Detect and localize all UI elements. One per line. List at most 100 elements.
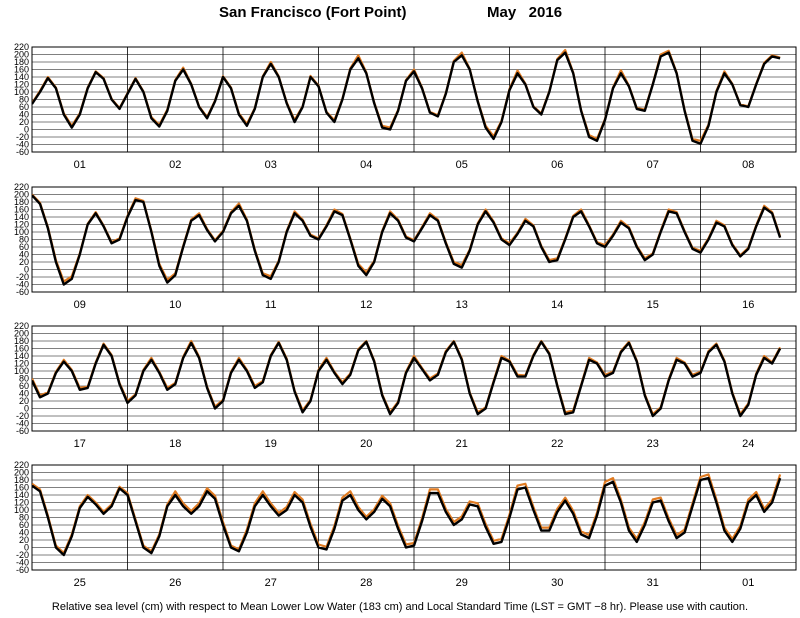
- y-tick-label: 100: [14, 87, 29, 97]
- y-tick-label: 220: [14, 460, 29, 470]
- y-tick-label: -40: [16, 419, 29, 429]
- y-tick-label: -20: [16, 550, 29, 560]
- y-tick-label: 160: [14, 205, 29, 215]
- y-tick-label: 0: [24, 404, 29, 414]
- footnote: Relative sea level (cm) with respect to …: [51, 601, 749, 613]
- day-label: 31: [647, 577, 659, 589]
- series-observed-line: [32, 194, 782, 286]
- y-tick-label: 40: [19, 389, 29, 399]
- y-tick-label: 220: [14, 182, 29, 192]
- day-label: 23: [647, 438, 659, 450]
- y-tick-label: -40: [16, 140, 29, 150]
- y-tick-label: 160: [14, 65, 29, 75]
- y-tick-label: 60: [19, 520, 29, 530]
- y-tick-label: 100: [14, 227, 29, 237]
- y-tick-label: 60: [19, 102, 29, 112]
- day-label: 27: [265, 577, 277, 589]
- day-label: 26: [169, 577, 181, 589]
- y-tick-label: 20: [19, 117, 29, 127]
- day-label: 10: [169, 299, 181, 311]
- y-tick-label: -40: [16, 280, 29, 290]
- y-tick-label: -20: [16, 132, 29, 142]
- day-label: 12: [360, 299, 372, 311]
- y-tick-label: -60: [16, 426, 29, 436]
- y-tick-label: -20: [16, 272, 29, 282]
- day-label: 13: [456, 299, 468, 311]
- y-tick-label: 140: [14, 351, 29, 361]
- y-tick-label: 80: [19, 95, 29, 105]
- y-tick-label: 80: [19, 513, 29, 523]
- y-tick-label: 120: [14, 498, 29, 508]
- day-label: 18: [169, 438, 181, 450]
- y-tick-label: 120: [14, 359, 29, 369]
- y-tick-label: 40: [19, 250, 29, 260]
- day-label: 20: [360, 438, 372, 450]
- y-tick-label: 40: [19, 528, 29, 538]
- y-tick-label: 20: [19, 396, 29, 406]
- day-label: 08: [742, 159, 754, 171]
- day-label: 30: [551, 577, 563, 589]
- y-tick-label: -60: [16, 147, 29, 157]
- series-predicted-line: [32, 473, 782, 555]
- day-label: 17: [74, 438, 86, 450]
- day-label: 01: [74, 159, 86, 171]
- series-observed-line: [32, 51, 781, 145]
- chart-panel-1: 220200180160140120100806040200-20-40-600…: [14, 42, 797, 171]
- y-tick-label: -60: [16, 287, 29, 297]
- day-label: 07: [647, 159, 659, 171]
- day-label: 25: [74, 577, 86, 589]
- series-observed-line: [32, 476, 782, 557]
- day-label: 01: [742, 577, 754, 589]
- y-tick-label: 100: [14, 366, 29, 376]
- tide-chart: 220200180160140120100806040200-20-40-600…: [14, 42, 797, 589]
- day-label: 15: [647, 299, 659, 311]
- day-label: 03: [265, 159, 277, 171]
- day-label: 21: [456, 438, 468, 450]
- day-label: 09: [74, 299, 86, 311]
- y-tick-label: 100: [14, 505, 29, 515]
- day-label: 04: [360, 159, 372, 171]
- day-label: 24: [742, 438, 754, 450]
- chart-month-year: May 2016: [487, 4, 563, 21]
- day-label: 29: [456, 577, 468, 589]
- y-tick-label: 180: [14, 57, 29, 67]
- y-tick-label: 160: [14, 344, 29, 354]
- chart-title: San Francisco (Fort Point): [219, 4, 407, 21]
- y-tick-label: -60: [16, 565, 29, 575]
- day-label: 16: [742, 299, 754, 311]
- chart-panel-2: 220200180160140120100806040200-20-40-600…: [14, 182, 797, 311]
- y-tick-label: 180: [14, 336, 29, 346]
- y-tick-label: 60: [19, 242, 29, 252]
- y-tick-label: 220: [14, 42, 29, 52]
- y-tick-label: 200: [14, 468, 29, 478]
- day-label: 02: [169, 159, 181, 171]
- series-predicted-line: [32, 339, 782, 416]
- y-tick-label: 180: [14, 475, 29, 485]
- day-label: 14: [551, 299, 563, 311]
- y-tick-label: 80: [19, 374, 29, 384]
- y-tick-label: 180: [14, 197, 29, 207]
- y-tick-label: -40: [16, 558, 29, 568]
- day-label: 06: [551, 159, 563, 171]
- y-tick-label: 120: [14, 80, 29, 90]
- y-tick-label: 60: [19, 381, 29, 391]
- y-tick-label: 200: [14, 190, 29, 200]
- chart-panel-4: 220200180160140120100806040200-20-40-602…: [14, 460, 797, 589]
- title-row: San Francisco (Fort Point) May 2016: [0, 4, 800, 26]
- day-label: 11: [265, 299, 276, 311]
- y-tick-label: 80: [19, 235, 29, 245]
- day-label: 22: [551, 438, 563, 450]
- y-tick-label: 20: [19, 535, 29, 545]
- y-tick-label: 120: [14, 220, 29, 230]
- y-tick-label: 140: [14, 490, 29, 500]
- y-tick-label: 0: [24, 543, 29, 553]
- y-tick-label: 40: [19, 110, 29, 120]
- series-observed-line: [32, 340, 782, 418]
- chart-panel-3: 220200180160140120100806040200-20-40-601…: [14, 321, 797, 450]
- day-label: 19: [265, 438, 277, 450]
- day-label: 28: [360, 577, 372, 589]
- y-tick-label: 140: [14, 72, 29, 82]
- y-tick-label: 20: [19, 257, 29, 267]
- y-tick-label: 0: [24, 265, 29, 275]
- y-tick-label: 200: [14, 50, 29, 60]
